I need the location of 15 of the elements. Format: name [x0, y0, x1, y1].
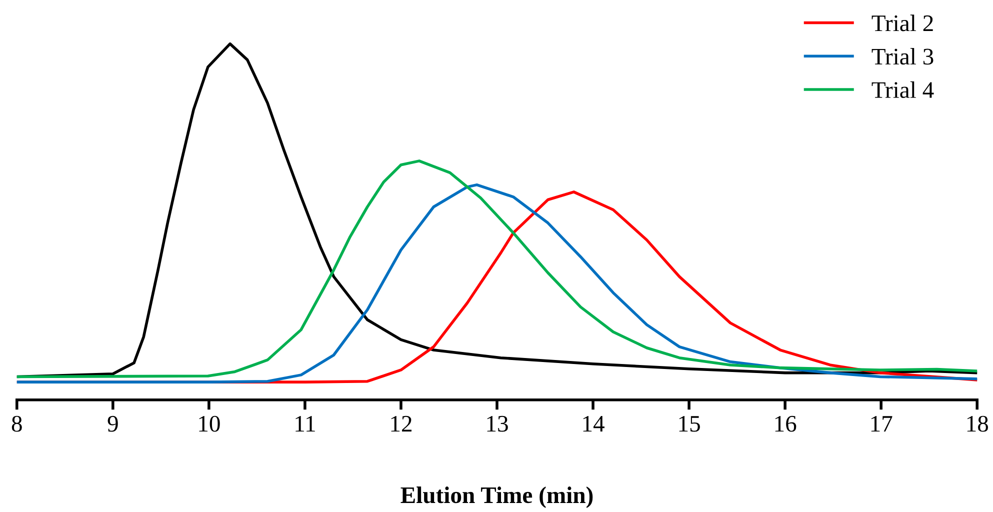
x-tick-label: 12	[391, 416, 412, 432]
legend-label: Trial 3	[872, 48, 934, 65]
x-tick-label: 18	[967, 416, 988, 432]
x-tick-label: 15	[679, 416, 700, 432]
x-tick-label: 17	[871, 416, 892, 432]
x-tick-label: 14	[583, 416, 604, 432]
legend-label: Trial 2	[872, 14, 933, 32]
x-tick-label: 8	[12, 416, 22, 432]
x-tick-label: 11	[296, 416, 315, 432]
x-tick-label: 9	[108, 416, 118, 432]
legend-label: Trial 4	[872, 81, 934, 98]
x-tick-label: 13	[487, 416, 508, 432]
x-tick-label: 16	[775, 416, 796, 432]
x-axis-title: Elution Time (min)	[400, 486, 593, 508]
x-tick-label: 10	[199, 416, 220, 432]
